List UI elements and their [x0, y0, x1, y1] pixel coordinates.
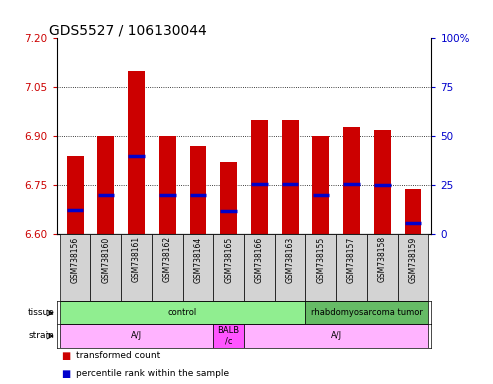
Text: percentile rank within the sample: percentile rank within the sample [76, 369, 230, 377]
Text: GSM738159: GSM738159 [408, 236, 418, 283]
Bar [60, 324, 213, 348]
Text: GSM738157: GSM738157 [347, 236, 356, 283]
Text: transformed count: transformed count [76, 351, 161, 360]
Text: control: control [168, 308, 197, 318]
Bar [282, 120, 299, 234]
Bar [91, 234, 121, 301]
Bar [244, 324, 428, 348]
Bar [404, 189, 422, 234]
Text: GSM738166: GSM738166 [255, 236, 264, 283]
Text: GDS5527 / 106130044: GDS5527 / 106130044 [49, 23, 207, 37]
Bar [313, 136, 329, 234]
Text: GSM738165: GSM738165 [224, 236, 233, 283]
Bar [306, 301, 428, 324]
Bar [121, 234, 152, 301]
Text: BALB
/c: BALB /c [217, 326, 240, 346]
Text: A/J: A/J [131, 331, 142, 341]
Text: GSM738162: GSM738162 [163, 236, 172, 282]
Bar [189, 146, 207, 234]
Bar [336, 234, 367, 301]
Bar [251, 120, 268, 234]
Text: GSM738160: GSM738160 [102, 236, 110, 283]
Bar [128, 71, 145, 234]
Bar [220, 162, 237, 234]
Text: ■: ■ [62, 369, 71, 379]
Bar [152, 234, 182, 301]
Bar [98, 136, 114, 234]
Text: tissue: tissue [27, 308, 54, 318]
Bar [397, 234, 428, 301]
Bar [374, 130, 390, 234]
Bar [367, 234, 397, 301]
Text: GSM738161: GSM738161 [132, 236, 141, 282]
Text: GSM738163: GSM738163 [285, 236, 295, 283]
Bar [213, 324, 244, 348]
Bar [244, 234, 275, 301]
Text: ■: ■ [62, 351, 71, 361]
Text: A/J: A/J [331, 331, 342, 341]
Bar [213, 234, 244, 301]
Text: strain: strain [29, 331, 54, 341]
Bar [67, 156, 84, 234]
Text: rhabdomyosarcoma tumor: rhabdomyosarcoma tumor [311, 308, 423, 318]
Text: GSM738164: GSM738164 [193, 236, 203, 283]
Bar [182, 234, 213, 301]
Bar [159, 136, 176, 234]
Bar [306, 234, 336, 301]
Bar [60, 301, 306, 324]
Bar [60, 234, 91, 301]
Text: GSM738156: GSM738156 [70, 236, 80, 283]
Bar [275, 234, 306, 301]
Bar [343, 126, 360, 234]
Text: GSM738158: GSM738158 [378, 236, 387, 282]
Text: GSM738155: GSM738155 [317, 236, 325, 283]
